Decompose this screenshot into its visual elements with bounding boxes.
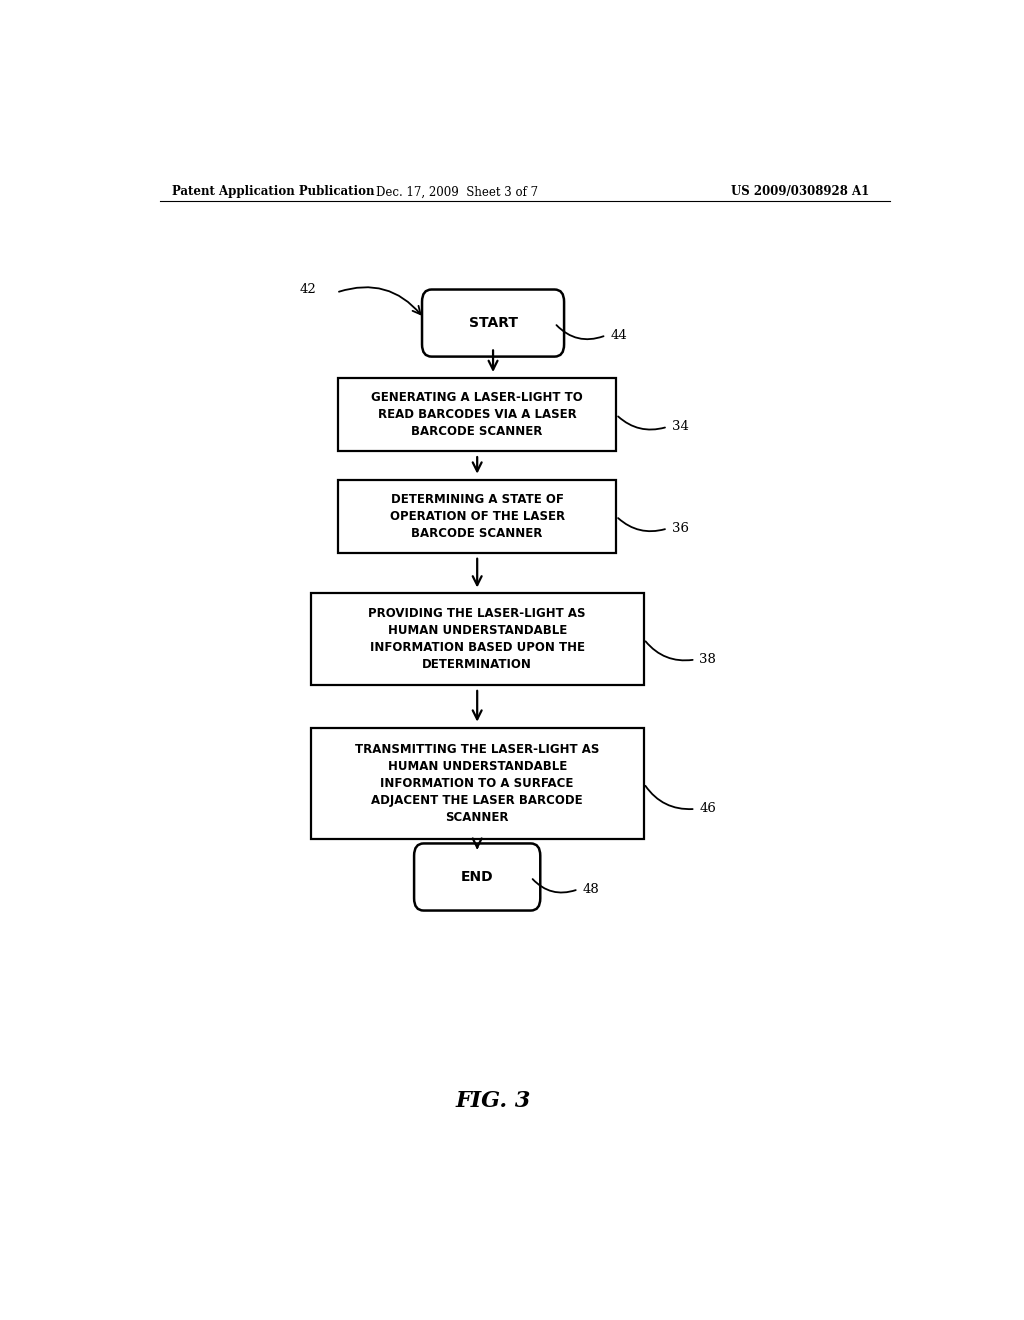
Text: 46: 46	[699, 803, 716, 816]
Text: START: START	[469, 315, 517, 330]
Bar	[338, 378, 616, 451]
Bar	[338, 479, 616, 553]
Text: US 2009/0308928 A1: US 2009/0308928 A1	[731, 185, 869, 198]
FancyBboxPatch shape	[414, 843, 541, 911]
Text: END: END	[461, 870, 494, 884]
Text: Dec. 17, 2009  Sheet 3 of 7: Dec. 17, 2009 Sheet 3 of 7	[376, 185, 539, 198]
Text: TRANSMITTING THE LASER-LIGHT AS
HUMAN UNDERSTANDABLE
INFORMATION TO A SURFACE
AD: TRANSMITTING THE LASER-LIGHT AS HUMAN UN…	[355, 743, 599, 824]
Text: PROVIDING THE LASER-LIGHT AS
HUMAN UNDERSTANDABLE
INFORMATION BASED UPON THE
DET: PROVIDING THE LASER-LIGHT AS HUMAN UNDER…	[369, 607, 586, 671]
Text: 48: 48	[583, 883, 599, 896]
Text: 34: 34	[672, 420, 688, 433]
Text: 44: 44	[610, 329, 627, 342]
Text: FIG. 3: FIG. 3	[456, 1089, 530, 1111]
FancyBboxPatch shape	[422, 289, 564, 356]
Bar	[310, 594, 644, 685]
Text: Patent Application Publication: Patent Application Publication	[172, 185, 374, 198]
Text: 38: 38	[699, 653, 716, 667]
Text: GENERATING A LASER-LIGHT TO
READ BARCODES VIA A LASER
BARCODE SCANNER: GENERATING A LASER-LIGHT TO READ BARCODE…	[372, 391, 583, 438]
Bar	[310, 727, 644, 840]
Text: 36: 36	[672, 521, 688, 535]
Text: 42: 42	[300, 282, 316, 296]
Text: DETERMINING A STATE OF
OPERATION OF THE LASER
BARCODE SCANNER: DETERMINING A STATE OF OPERATION OF THE …	[389, 492, 565, 540]
